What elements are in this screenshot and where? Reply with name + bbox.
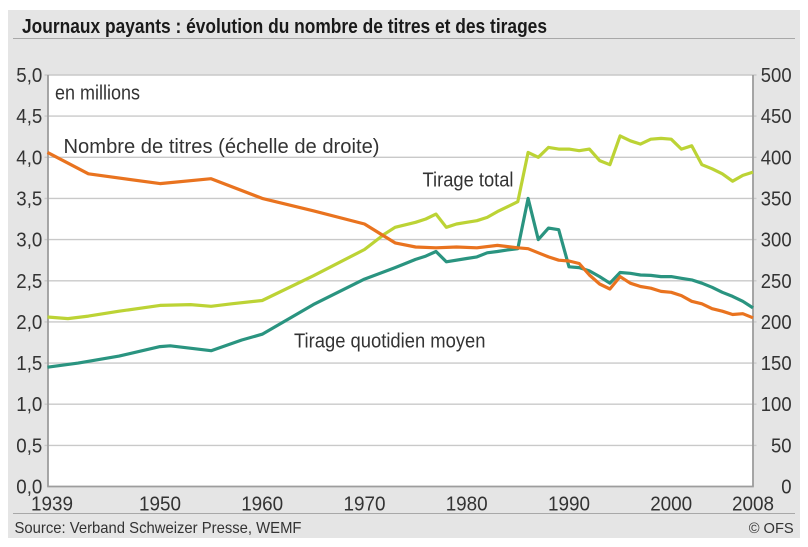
svg-text:300: 300 xyxy=(761,230,792,252)
svg-text:5,0: 5,0 xyxy=(16,65,42,87)
svg-text:2008: 2008 xyxy=(732,493,774,515)
svg-text:1990: 1990 xyxy=(548,493,590,515)
svg-text:50: 50 xyxy=(771,435,792,457)
svg-text:1980: 1980 xyxy=(446,493,488,515)
svg-text:200: 200 xyxy=(761,312,792,334)
svg-text:450: 450 xyxy=(761,106,792,128)
svg-text:1960: 1960 xyxy=(241,493,283,515)
svg-text:Tirage quotidien moyen: Tirage quotidien moyen xyxy=(294,331,486,353)
svg-text:3,5: 3,5 xyxy=(16,188,42,210)
svg-text:4,5: 4,5 xyxy=(16,106,42,128)
svg-text:Nombre de titres (échelle de d: Nombre de titres (échelle de droite) xyxy=(64,136,380,158)
svg-text:1950: 1950 xyxy=(139,493,181,515)
svg-text:1970: 1970 xyxy=(344,493,386,515)
svg-text:2,5: 2,5 xyxy=(16,271,42,293)
svg-text:250: 250 xyxy=(761,271,792,293)
svg-text:4,0: 4,0 xyxy=(16,147,42,169)
svg-text:2000: 2000 xyxy=(650,493,692,515)
svg-text:0,5: 0,5 xyxy=(16,435,42,457)
svg-text:en millions: en millions xyxy=(55,83,140,105)
svg-text:© OFS: © OFS xyxy=(749,520,794,537)
svg-text:1,0: 1,0 xyxy=(16,394,42,416)
svg-text:0,0: 0,0 xyxy=(16,477,42,499)
svg-text:400: 400 xyxy=(761,147,792,169)
svg-text:2,0: 2,0 xyxy=(16,312,42,334)
svg-text:500: 500 xyxy=(761,65,792,87)
svg-text:Tirage total: Tirage total xyxy=(423,170,514,192)
svg-text:1939: 1939 xyxy=(31,493,73,515)
svg-text:100: 100 xyxy=(761,394,792,416)
svg-text:150: 150 xyxy=(761,353,792,375)
svg-text:Journaux payants : évolution d: Journaux payants : évolution du nombre d… xyxy=(22,16,547,38)
svg-text:350: 350 xyxy=(761,188,792,210)
svg-text:Source: Verband Schweizer Pres: Source: Verband Schweizer Presse, WEMF xyxy=(15,520,302,537)
svg-text:3,0: 3,0 xyxy=(16,230,42,252)
svg-text:1,5: 1,5 xyxy=(16,353,42,375)
svg-text:0: 0 xyxy=(781,477,791,499)
